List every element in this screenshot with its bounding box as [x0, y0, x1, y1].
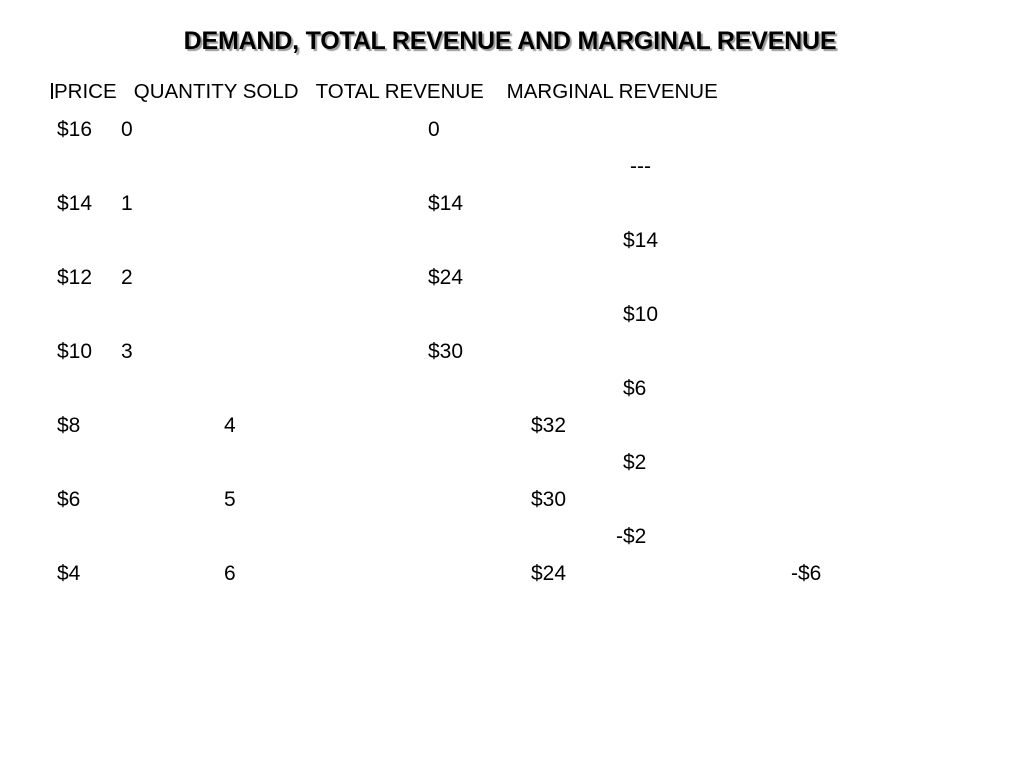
- row-7-quantity: 6: [224, 562, 236, 585]
- header-total-revenue: TOTAL REVENUE: [315, 80, 484, 103]
- header-quantity-sold: QUANTITY SOLD: [133, 80, 299, 103]
- row-5-total-revenue: $32: [531, 414, 567, 437]
- row-1-total-revenue: 0: [428, 118, 440, 141]
- row-2-quantity: 1: [121, 192, 133, 215]
- column-headers: PRICE QUANTITY SOLD TOTAL REVENUE MARGIN…: [51, 80, 718, 104]
- row-7-marginal-revenue: -$6: [791, 562, 822, 585]
- header-marginal-revenue: MARGINAL REVENUE: [506, 80, 718, 103]
- marginal-revenue-5: $2: [623, 451, 647, 474]
- marginal-revenue-2: $14: [623, 229, 659, 252]
- row-1-quantity: 0: [121, 118, 133, 141]
- row-2-price: $14: [57, 192, 93, 215]
- row-5-quantity: 4: [224, 414, 236, 437]
- marginal-revenue-1: ---: [630, 155, 651, 178]
- row-5-price: $8: [57, 414, 81, 437]
- slide-title: DEMAND, TOTAL REVENUE AND MARGINAL REVEN…: [183, 27, 837, 55]
- row-2-total-revenue: $14: [428, 192, 464, 215]
- row-4-quantity: 3: [121, 340, 133, 363]
- row-3-price: $12: [57, 266, 93, 289]
- row-6-quantity: 5: [224, 488, 236, 511]
- row-3-total-revenue: $24: [428, 266, 464, 289]
- marginal-revenue-6: -$2: [616, 525, 647, 548]
- row-4-total-revenue: $30: [428, 340, 464, 363]
- row-6-total-revenue: $30: [531, 488, 567, 511]
- header-price: PRICE: [54, 80, 117, 103]
- row-6-price: $6: [57, 488, 81, 511]
- row-4-price: $10: [57, 340, 93, 363]
- marginal-revenue-4: $6: [623, 377, 647, 400]
- row-7-total-revenue: $24: [531, 562, 567, 585]
- marginal-revenue-3: $10: [623, 303, 659, 326]
- row-1-price: $16: [57, 118, 93, 141]
- row-3-quantity: 2: [121, 266, 133, 289]
- text-cursor: [51, 83, 53, 99]
- row-7-price: $4: [57, 562, 81, 585]
